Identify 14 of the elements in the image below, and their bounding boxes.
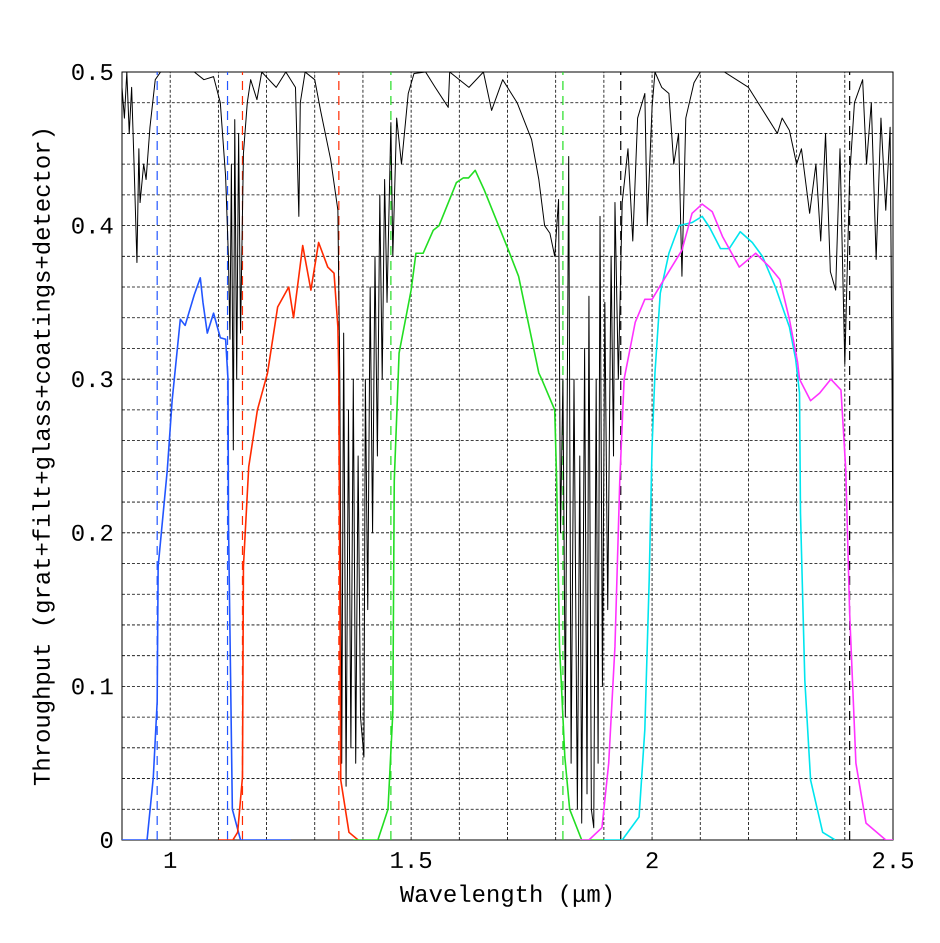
y-tick-label: 0.2 [72, 524, 112, 541]
y-tick-label: 0.1 [72, 678, 113, 695]
y-tick-label: 0.3 [72, 371, 112, 388]
y-tick-label: 0 [100, 832, 112, 848]
x-tick-label: 1 [164, 852, 176, 868]
x-axis-title: Wavelength (μm) [400, 884, 612, 907]
y-axis-title: Throughput (grat+filt+glass+coatings+detector) [32, 130, 55, 786]
y-tick-label: 0.5 [72, 64, 112, 80]
y-tick-label: 0.4 [72, 217, 113, 234]
x-tick-label: 2.5 [873, 852, 913, 868]
x-tick-label: 2 [646, 852, 658, 868]
line-series [578, 203, 893, 840]
x-tick-label: 1.5 [391, 852, 432, 868]
line-series [603, 216, 836, 840]
